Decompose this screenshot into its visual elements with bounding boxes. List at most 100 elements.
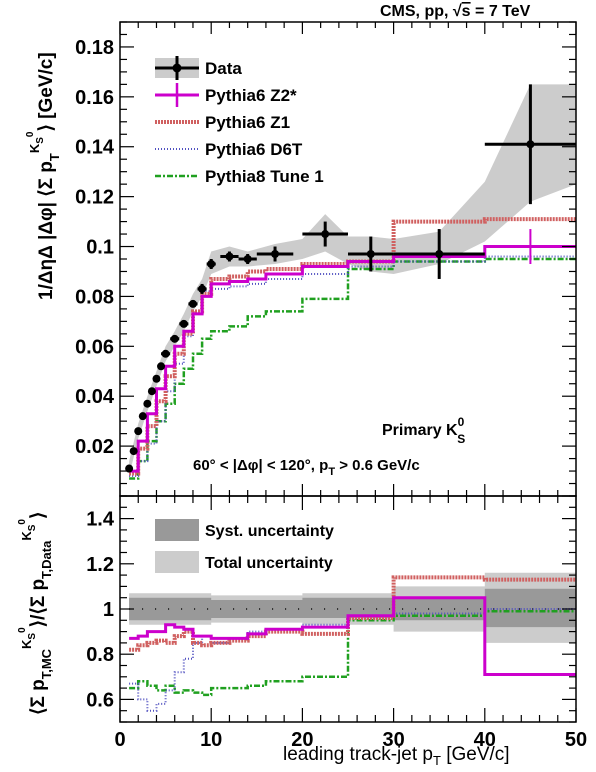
x-tick-labels: 0 10 20 30 40 50 <box>114 729 587 751</box>
bottom-y-tick-labels: 0.6 0.8 1 1.2 1.4 <box>86 509 115 712</box>
legend-entry-z2star: Pythia6 Z2* <box>155 83 297 107</box>
y-tick-label: 0.8 <box>86 644 114 666</box>
data-point <box>161 349 171 358</box>
data-point <box>302 221 348 247</box>
data-point <box>170 334 180 343</box>
legend-swatch <box>155 519 199 541</box>
data-marker <box>129 447 138 456</box>
data-point <box>129 447 138 456</box>
data-point <box>348 236 394 272</box>
legend-label: Syst. uncertainty <box>205 523 334 540</box>
data-marker <box>207 259 216 268</box>
y-axis-title-top: 1/ΔηΔ |Δφ| ⟨Σ pTKS0⟩ [GeV/c] <box>25 52 62 300</box>
legend-entry-total: Total uncertainty <box>155 551 333 573</box>
x-tick-label: 10 <box>200 729 222 751</box>
legend-bottom: Syst. uncertainty Total uncertainty <box>155 519 334 573</box>
data-point <box>179 319 189 328</box>
data-marker <box>170 334 179 343</box>
data-marker <box>435 250 444 259</box>
data-marker <box>321 230 330 239</box>
data-point <box>256 246 294 262</box>
top-y-tick-labels: 0.02 0.04 0.06 0.08 0.1 0.12 0.14 0.16 0.18 <box>75 37 115 458</box>
legend-swatch <box>155 551 199 573</box>
data-marker <box>143 399 152 408</box>
bottom-model-curves <box>129 575 576 712</box>
data-point <box>152 374 161 383</box>
data-marker <box>243 255 252 263</box>
top-panel: 0.02 0.04 0.06 0.08 0.1 0.12 0.14 0.16 0.18 Data… <box>25 21 577 497</box>
data-point <box>393 229 485 279</box>
data-point <box>143 399 152 408</box>
header-label: CMS, pp, √s = 7 TeV <box>380 3 531 20</box>
data-point <box>138 412 147 421</box>
legend-entry-tune1: Pythia8 Tune 1 <box>155 167 324 186</box>
bottom-ticks <box>119 495 577 723</box>
y-tick-label: 0.08 <box>75 286 114 308</box>
annotation-cuts: 60° < |Δφ| < 120°, pT > 0.6 GeV/c <box>193 457 420 478</box>
x-tick-label: 30 <box>382 729 404 751</box>
bottom-curve-z2star <box>129 596 576 676</box>
data-marker <box>157 362 166 371</box>
x-tick-label: 20 <box>291 729 313 751</box>
y-tick-label: 0.6 <box>86 689 114 711</box>
x-tick-label: 40 <box>474 729 496 751</box>
data-point <box>484 84 576 205</box>
data-marker <box>138 412 147 421</box>
top-curve-z2star <box>129 245 576 473</box>
data-marker <box>526 140 535 149</box>
data-marker <box>198 284 207 293</box>
data-marker <box>366 250 375 259</box>
annotation-primary: Primary K0 S <box>382 415 465 446</box>
legend-label: Pythia8 Tune 1 <box>205 167 324 186</box>
data-point <box>134 427 143 436</box>
legend-label: Data <box>205 59 242 78</box>
legend-entry-z1: Pythia6 Z1 <box>155 113 290 132</box>
bottom-panel: 0.6 0.8 1 1.2 1.4 0 10 20 30 40 50 Syst. uncertai… <box>17 495 587 751</box>
legend-label: Pythia6 Z1 <box>205 113 290 132</box>
y-tick-label: 0.18 <box>75 37 114 59</box>
x-tick-label: 50 <box>565 729 587 751</box>
y-axis-title-bottom: ⟨Σ pT,MCKS0⟩/⟨Σ pT,DataKS0⟩ <box>17 512 54 715</box>
y-tick-label: 1 <box>103 599 114 621</box>
data-marker <box>188 299 197 308</box>
legend-label: Pythia6 Z2* <box>205 86 297 105</box>
ratio-uncertainty-bands <box>129 572 576 643</box>
y-tick-label: 0.12 <box>75 187 114 209</box>
data-marker <box>179 319 188 328</box>
y-tick-label: 0.1 <box>86 237 114 259</box>
data-point <box>147 387 156 396</box>
x-axis-title: leading track-jet pT [GeV/c] <box>283 744 510 768</box>
data-points <box>125 84 576 473</box>
data-point <box>125 464 134 473</box>
data-point <box>197 283 207 294</box>
legend-entry-data: Data <box>155 56 242 80</box>
legend-entry-syst: Syst. uncertainty <box>155 519 334 541</box>
data-point <box>206 259 216 269</box>
y-tick-label: 0.16 <box>75 87 114 109</box>
data-marker <box>134 427 143 436</box>
y-tick-label: 1.4 <box>86 509 115 531</box>
legend-label: Pythia6 D6T <box>205 140 303 159</box>
y-tick-label: 1.2 <box>86 554 114 576</box>
data-marker <box>225 252 234 261</box>
legend-top: Data Pythia6 Z2* Pythia6 Z1 Pythia6 D6T Pyth… <box>155 56 324 186</box>
data-marker <box>147 387 156 396</box>
legend-label: Total uncertainty <box>205 555 333 572</box>
y-tick-label: 0.06 <box>75 336 114 358</box>
y-tick-label: 0.02 <box>75 436 114 458</box>
data-marker <box>161 349 170 358</box>
top-model-curves <box>129 217 576 480</box>
x-tick-label: 0 <box>114 729 125 751</box>
bottom-curve-tune1 <box>129 610 576 697</box>
data-marker <box>125 464 134 473</box>
data-point <box>220 251 239 262</box>
legend-swatch <box>172 63 182 73</box>
legend-entry-d6t: Pythia6 D6T <box>155 140 303 159</box>
y-tick-label: 0.14 <box>75 137 115 159</box>
data-point <box>157 362 166 371</box>
data-point <box>188 299 198 308</box>
data-marker <box>152 374 161 383</box>
data-point <box>238 254 257 264</box>
data-marker <box>271 250 280 259</box>
